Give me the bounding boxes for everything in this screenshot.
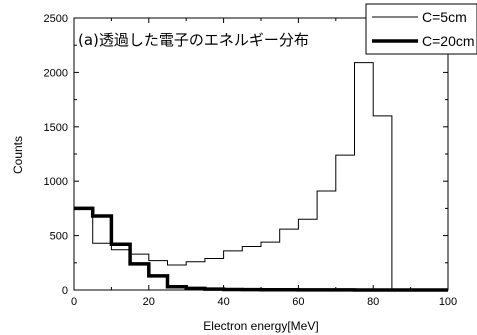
legend-box (365, 3, 477, 55)
y-tick-label: 1000 (44, 176, 68, 188)
y-tick-label: 1500 (44, 122, 68, 134)
legend: C=5cm C=20cm (365, 3, 477, 55)
y-tick-label: 2000 (44, 67, 68, 79)
x-tick-label: 0 (71, 296, 77, 308)
x-tick-label: 80 (367, 296, 379, 308)
x-tick-label: 40 (217, 296, 229, 308)
x-tick-label: 20 (143, 296, 155, 308)
chart-annotation: (a)透過した電子のエネルギー分布 (78, 31, 309, 49)
series-line-c5 (74, 62, 448, 291)
series-layer (74, 62, 448, 292)
legend-label-c5: C=5cm (422, 9, 467, 25)
x-tick-label: 100 (439, 296, 457, 308)
legend-label-c20: C=20cm (422, 33, 475, 49)
y-tick-label: 2500 (44, 13, 68, 25)
y-tick-label: 0 (62, 285, 68, 297)
series-line-c20 (74, 206, 448, 292)
y-axis-title: Counts (11, 136, 25, 174)
y-tick-label: 500 (50, 231, 68, 243)
x-axis-title: Electron energy[MeV] (203, 319, 318, 333)
x-tick-label: 60 (292, 296, 304, 308)
